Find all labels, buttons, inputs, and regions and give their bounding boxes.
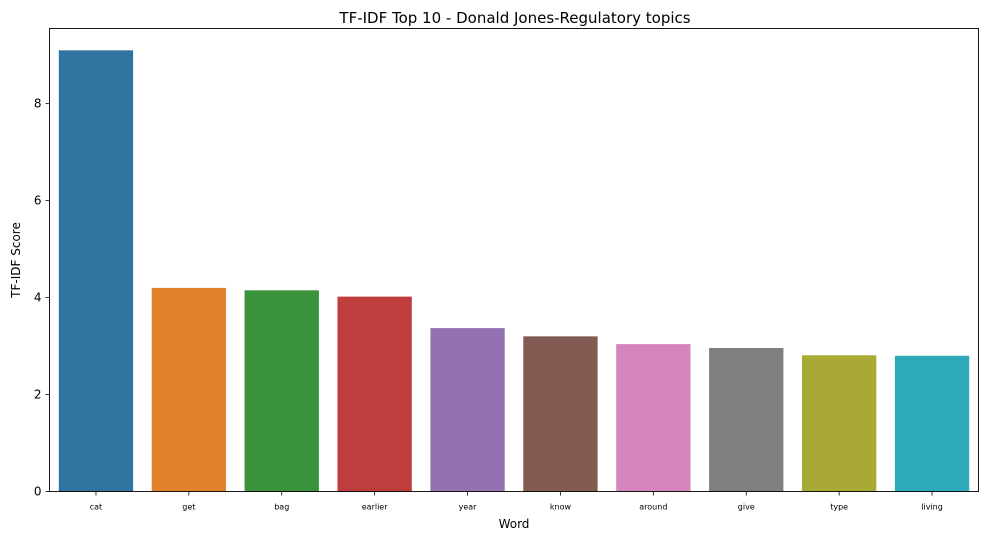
y-axis-ticks: 0 2 4 6 8 xyxy=(34,97,50,499)
bar-bag xyxy=(244,290,319,492)
bar-living xyxy=(894,355,970,492)
plot-frame xyxy=(49,28,979,492)
bar-give xyxy=(709,347,784,492)
x-tick-label-know: know xyxy=(550,503,572,512)
y-tick-label-4: 4 xyxy=(34,291,42,305)
x-axis-label: Word xyxy=(499,517,530,531)
bar-type xyxy=(801,355,877,492)
bar-know xyxy=(523,336,598,492)
y-tick-label-6: 6 xyxy=(34,194,42,208)
bar-year xyxy=(430,328,505,492)
y-tick-label-8: 8 xyxy=(34,97,42,111)
x-tick-label-around: around xyxy=(639,503,667,512)
x-tick-label-living: living xyxy=(921,503,943,512)
x-tick-label-year: year xyxy=(459,503,478,512)
bars-group xyxy=(58,50,970,492)
chart-title: TF-IDF Top 10 - Donald Jones-Regulatory … xyxy=(338,9,690,27)
bar-get xyxy=(151,287,227,492)
y-tick-label-2: 2 xyxy=(34,388,42,402)
x-tick-label-bag: bag xyxy=(274,503,289,512)
y-axis-label: TF-IDF Score xyxy=(9,222,23,299)
x-tick-label-earlier: earlier xyxy=(362,503,388,512)
x-tick-label-get: get xyxy=(182,503,195,512)
bar-earlier xyxy=(337,296,412,492)
x-tick-label-type: type xyxy=(830,503,848,512)
x-axis-ticks: cat get bag earlier year know around give type li… xyxy=(90,491,943,512)
y-tick-label-0: 0 xyxy=(34,485,42,499)
x-tick-label-give: give xyxy=(738,503,755,512)
bar-around xyxy=(616,344,691,492)
bar-cat xyxy=(58,50,134,492)
x-tick-label-cat: cat xyxy=(90,503,102,512)
